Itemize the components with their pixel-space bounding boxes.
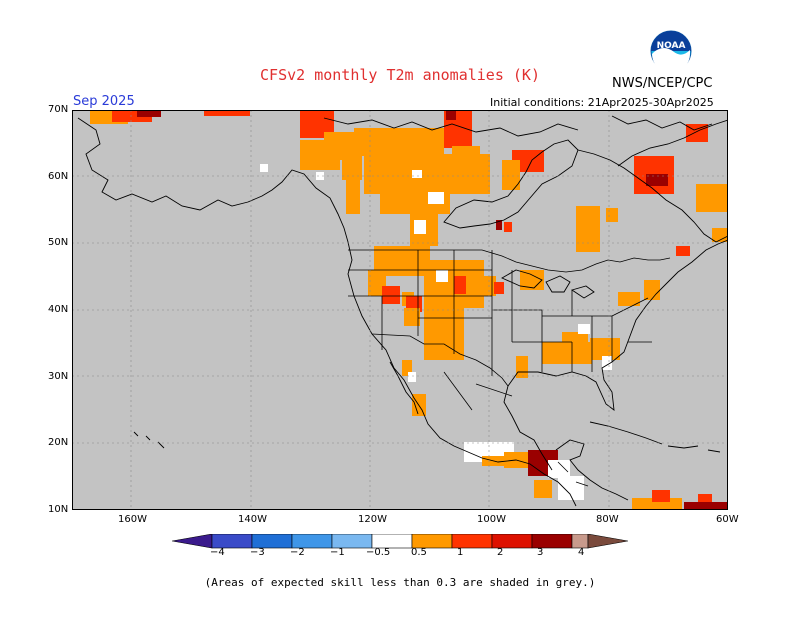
colorbar-bin-1 — [211, 534, 253, 549]
logo-text: NOAA — [657, 41, 686, 51]
skill-note: (Areas of expected skill less than 0.3 a… — [204, 576, 596, 589]
lat-label-20n: 20N — [48, 437, 69, 448]
colorbar-arrow-high — [587, 534, 628, 549]
initial-conditions: Initial conditions: 21Apr2025-30Apr2025 — [490, 96, 714, 109]
lat-label-50n: 50N — [48, 237, 69, 248]
colorbar-arrow-low — [172, 534, 213, 549]
organization-label: NWS/NCEP/CPC — [612, 76, 713, 91]
colorbar-bin-6 — [411, 534, 453, 549]
colorbar-label-05: 0.5 — [411, 547, 427, 558]
lat-label-30n: 30N — [48, 371, 69, 382]
anomaly-map — [72, 110, 728, 510]
forecast-month: Sep 2025 — [73, 94, 135, 109]
map-frame — [72, 110, 728, 510]
colorbar-label-neg4: −4 — [210, 547, 225, 558]
colorbar-label-neg3: −3 — [250, 547, 265, 558]
lat-label-40n: 40N — [48, 304, 69, 315]
colorbar-label-1: 1 — [457, 547, 464, 558]
lat-label-10n: 10N — [48, 504, 69, 515]
lat-lon-grid — [72, 110, 728, 510]
colorbar — [172, 534, 628, 549]
colorbar-label-neg1: −1 — [330, 547, 345, 558]
colorbar-label-neg2: −2 — [290, 547, 305, 558]
colorbar-bin-7 — [451, 534, 493, 549]
colorbar-bin-9 — [531, 534, 573, 549]
colorbar-label-3: 3 — [537, 547, 544, 558]
lon-label-160w: 160W — [118, 514, 147, 525]
colorbar-bin-8 — [491, 534, 533, 549]
lon-label-120w: 120W — [358, 514, 387, 525]
colorbar-label-2: 2 — [497, 547, 504, 558]
colorbar-bin-2 — [251, 534, 293, 549]
lat-label-70n: 70N — [48, 104, 69, 115]
noaa-logo: NOAA — [650, 30, 692, 76]
lon-label-60w: 60W — [716, 514, 739, 525]
colorbar-bin-4 — [331, 534, 373, 549]
colorbar-label-4: 4 — [578, 547, 585, 558]
lon-label-80w: 80W — [596, 514, 619, 525]
colorbar-label-neg05: −0.5 — [366, 547, 391, 558]
map-title: CFSv2 monthly T2m anomalies (K) — [260, 66, 540, 84]
lon-label-100w: 100W — [477, 514, 506, 525]
colorbar-bin-3 — [291, 534, 333, 549]
lon-label-140w: 140W — [238, 514, 267, 525]
colorbar-bin-10 — [571, 534, 589, 549]
colorbar-bin-5 — [371, 534, 413, 549]
lat-label-60n: 60N — [48, 171, 69, 182]
anomaly-shading — [90, 110, 728, 510]
